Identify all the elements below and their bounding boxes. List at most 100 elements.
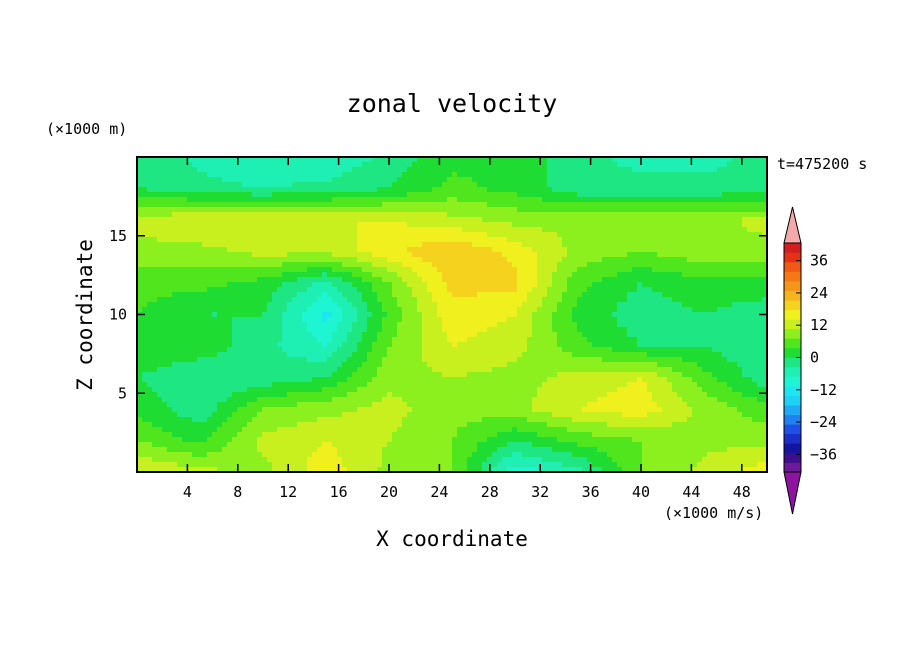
field-cell — [527, 232, 533, 238]
field-cell — [462, 217, 468, 223]
field-cell — [672, 337, 678, 343]
field-cell — [162, 327, 168, 333]
field-cell — [457, 252, 463, 258]
field-cell — [362, 227, 368, 233]
field-cell — [367, 167, 373, 173]
field-cell — [587, 202, 593, 208]
field-cell — [527, 187, 533, 193]
field-cell — [307, 247, 313, 253]
field-cell — [452, 302, 458, 308]
field-cell — [542, 192, 548, 198]
field-cell — [392, 302, 398, 308]
field-cell — [472, 332, 478, 338]
field-cell — [317, 307, 323, 313]
field-cell — [447, 232, 453, 238]
field-cell — [662, 252, 668, 258]
field-cell — [587, 237, 593, 243]
field-cell — [537, 167, 543, 173]
field-cell — [257, 197, 263, 203]
field-cell — [592, 242, 598, 248]
field-cell — [707, 312, 713, 318]
field-cell — [272, 217, 278, 223]
field-cell — [372, 192, 378, 198]
field-cell — [327, 297, 333, 303]
field-cell — [217, 252, 223, 258]
field-cell — [512, 277, 518, 283]
field-cell — [337, 167, 343, 173]
field-cell — [307, 162, 313, 168]
field-cell — [547, 292, 553, 298]
field-cell — [482, 182, 488, 188]
field-cell — [197, 277, 203, 283]
field-cell — [657, 347, 663, 353]
field-cell — [432, 332, 438, 338]
field-cell — [337, 222, 343, 228]
field-cell — [397, 242, 403, 248]
field-cell — [537, 197, 543, 203]
field-cell — [342, 252, 348, 258]
field-cell — [417, 252, 423, 258]
field-cell — [547, 182, 553, 188]
field-cell — [187, 277, 193, 283]
field-cell — [632, 247, 638, 253]
field-cell — [327, 237, 333, 243]
field-cell — [742, 327, 748, 333]
field-cell — [657, 222, 663, 228]
field-cell — [307, 157, 313, 163]
field-cell — [352, 267, 358, 273]
field-cell — [297, 322, 303, 328]
field-cell — [407, 322, 413, 328]
field-cell — [627, 187, 633, 193]
field-cell — [142, 292, 148, 298]
field-cell — [437, 207, 443, 213]
field-cell — [517, 277, 523, 283]
field-cell — [682, 232, 688, 238]
field-cell — [522, 217, 528, 223]
field-cell — [367, 302, 373, 308]
field-cell — [637, 292, 643, 298]
field-cell — [597, 312, 603, 318]
field-cell — [617, 232, 623, 238]
field-cell — [257, 237, 263, 243]
field-cell — [472, 222, 478, 228]
field-cell — [707, 177, 713, 183]
field-cell — [507, 207, 513, 213]
field-cell — [382, 292, 388, 298]
field-cell — [432, 302, 438, 308]
field-cell — [297, 332, 303, 338]
field-cell — [192, 292, 198, 298]
field-cell — [527, 222, 533, 228]
field-cell — [497, 262, 503, 268]
field-cell — [682, 277, 688, 283]
field-cell — [567, 242, 573, 248]
field-cell — [227, 182, 233, 188]
field-cell — [257, 182, 263, 188]
field-cell — [612, 257, 618, 263]
field-cell — [582, 212, 588, 218]
field-cell — [282, 247, 288, 253]
field-cell — [662, 207, 668, 213]
field-cell — [602, 237, 608, 243]
field-cell — [352, 157, 358, 163]
field-cell — [422, 277, 428, 283]
field-cell — [202, 342, 208, 348]
field-cell — [442, 177, 448, 183]
field-cell — [537, 297, 543, 303]
field-cell — [692, 237, 698, 243]
field-cell — [672, 192, 678, 198]
field-cell — [557, 167, 563, 173]
field-cell — [287, 277, 293, 283]
field-cell — [642, 227, 648, 233]
field-cell — [457, 192, 463, 198]
field-cell — [652, 217, 658, 223]
field-cell — [722, 272, 728, 278]
field-cell — [427, 342, 433, 348]
field-cell — [692, 272, 698, 278]
field-cell — [682, 307, 688, 313]
field-cell — [467, 312, 473, 318]
field-cell — [347, 197, 353, 203]
field-cell — [697, 307, 703, 313]
field-cell — [202, 232, 208, 238]
field-cell — [557, 322, 563, 328]
field-cell — [752, 227, 758, 233]
